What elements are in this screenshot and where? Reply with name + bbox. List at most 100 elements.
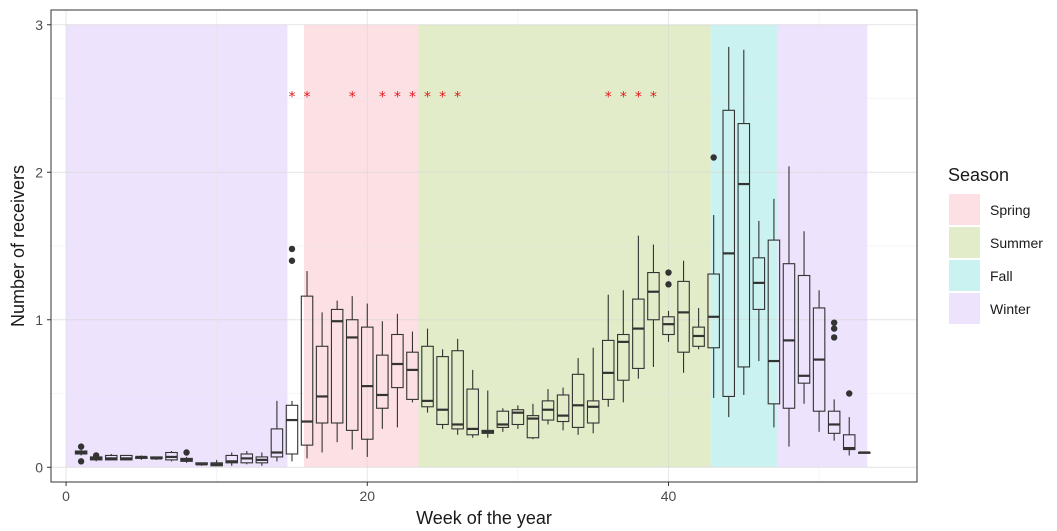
x-tick-label: 0 (62, 488, 70, 504)
box-week-12 (240, 451, 254, 465)
y-axis-title: Number of receivers (8, 165, 28, 327)
box-week-8 (180, 449, 193, 463)
box-iqr (556, 394, 570, 423)
box-week-1 (74, 443, 88, 465)
box-week-27 (466, 369, 479, 438)
significance-star-week-21: * (379, 90, 386, 106)
box-iqr (827, 410, 841, 434)
box-week-30 (511, 405, 525, 429)
boxplot-series (74, 46, 871, 467)
legend-label: Fall (990, 268, 1013, 284)
box-week-37 (617, 290, 630, 403)
legend-item-summer: Summer (949, 227, 1043, 258)
box-iqr (451, 350, 464, 430)
box-week-46 (752, 220, 766, 362)
y-tick-label: 3 (35, 17, 43, 33)
legend-swatch (949, 227, 980, 258)
legend-swatch (949, 293, 980, 324)
y-tick-label: 1 (35, 312, 43, 328)
box-iqr (586, 400, 600, 424)
box-week-33 (556, 387, 570, 431)
box-iqr (361, 326, 374, 440)
box-week-31 (526, 403, 540, 440)
box-iqr (632, 298, 645, 369)
box-week-35 (586, 347, 600, 434)
legend: Season Spring Summer Fall Winter (948, 165, 1043, 324)
significance-markers: * * * * * * * * * * * * * (288, 90, 656, 106)
box-iqr (526, 415, 540, 439)
outlier-point (710, 154, 717, 161)
y-tick-label: 0 (35, 459, 43, 475)
significance-star-week-36: * (605, 90, 612, 106)
outlier-point (665, 269, 672, 276)
box-week-15 (285, 245, 299, 462)
box-week-22 (391, 313, 404, 428)
significance-star-week-38: * (635, 90, 642, 106)
legend-label: Summer (990, 235, 1043, 251)
box-week-6 (150, 456, 163, 460)
box-week-51 (827, 319, 841, 441)
box-iqr (617, 333, 630, 381)
outlier-point (846, 390, 853, 397)
box-iqr (496, 410, 510, 428)
box-week-43 (707, 154, 720, 398)
box-iqr (285, 404, 299, 455)
box-iqr (647, 271, 660, 321)
box-iqr (406, 351, 419, 400)
legend-item-winter: Winter (949, 293, 1031, 324)
outlier-point (288, 257, 296, 264)
legend-swatch (949, 260, 980, 291)
outlier-point (830, 334, 838, 341)
significance-star-week-16: * (304, 90, 311, 106)
box-week-28 (481, 390, 495, 438)
box-iqr (571, 373, 585, 428)
box-iqr (376, 354, 389, 409)
box-week-48 (782, 166, 796, 447)
box-iqr (300, 295, 314, 446)
box-week-41 (677, 260, 690, 373)
box-iqr (225, 454, 239, 464)
grid-lines (51, 10, 917, 482)
box-week-52 (842, 390, 856, 456)
x-tick-label: 20 (359, 488, 375, 504)
box-iqr (421, 345, 434, 408)
box-iqr (436, 356, 449, 426)
legend-item-fall: Fall (949, 260, 1013, 291)
box-week-18 (330, 300, 344, 443)
box-week-2 (89, 452, 103, 462)
box-week-50 (812, 290, 826, 432)
x-tick-label: 40 (661, 488, 677, 504)
significance-star-week-39: * (650, 90, 657, 106)
box-iqr (707, 273, 720, 349)
legend-label: Winter (990, 301, 1031, 317)
y-tick-label: 2 (35, 164, 43, 180)
legend-label: Spring (990, 202, 1030, 218)
box-week-26 (451, 338, 464, 435)
outlier-point (77, 458, 85, 465)
outlier-point (77, 443, 85, 450)
legend-items: Spring Summer Fall Winter (949, 194, 1043, 324)
outlier-point (830, 325, 838, 332)
box-week-3 (104, 453, 118, 461)
box-week-40 (662, 269, 675, 342)
box-week-34 (571, 358, 585, 435)
box-iqr (315, 345, 329, 424)
significance-star-week-15: * (288, 90, 295, 106)
box-week-11 (225, 452, 239, 466)
box-week-19 (345, 296, 359, 450)
box-week-23 (406, 331, 419, 403)
box-iqr (391, 333, 404, 389)
box-iqr (270, 428, 284, 458)
legend-item-spring: Spring (949, 194, 1030, 225)
x-axis-title: Week of the year (416, 508, 552, 528)
outlier-point (830, 319, 838, 326)
box-iqr (601, 339, 615, 400)
box-iqr (511, 409, 525, 426)
outlier-point (288, 245, 296, 253)
box-week-13 (255, 452, 269, 466)
significance-star-week-22: * (394, 90, 401, 106)
box-iqr (345, 319, 359, 431)
box-week-44 (722, 46, 736, 418)
